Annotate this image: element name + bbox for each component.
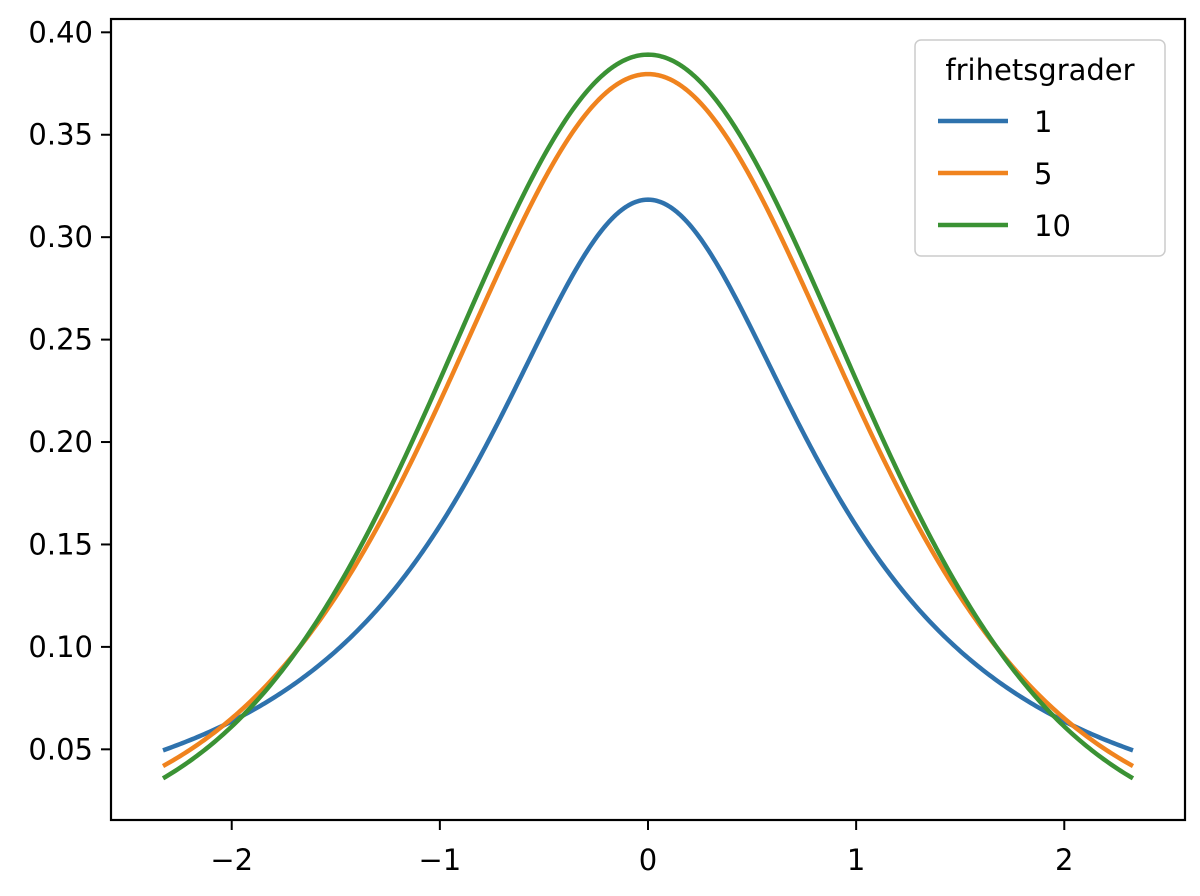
y-tick-label: 0.35 bbox=[28, 118, 93, 152]
series-line-1 bbox=[162, 197, 1134, 753]
x-tick-label: −2 bbox=[210, 843, 253, 877]
legend-label-1: 1 bbox=[1034, 105, 1052, 139]
x-axis: −2 −1 0 1 2 bbox=[210, 820, 1074, 877]
y-axis: 0.05 0.10 0.15 0.20 0.25 0.30 0.35 0.40 bbox=[28, 15, 111, 766]
y-tick-label: 0.40 bbox=[28, 15, 93, 49]
y-tick-label: 0.05 bbox=[28, 732, 93, 766]
legend-label-5: 5 bbox=[1034, 157, 1052, 191]
series-layer bbox=[161, 52, 1135, 781]
y-tick-label: 0.25 bbox=[28, 323, 93, 357]
legend-label-10: 10 bbox=[1034, 209, 1071, 243]
x-tick-label: 2 bbox=[1055, 843, 1073, 877]
x-tick-label: −1 bbox=[418, 843, 461, 877]
x-tick-label: 0 bbox=[639, 843, 657, 877]
y-tick-label: 0.30 bbox=[28, 220, 93, 254]
y-tick-label: 0.20 bbox=[28, 425, 93, 459]
y-tick-label: 0.15 bbox=[28, 527, 93, 561]
x-tick-label: 1 bbox=[847, 843, 865, 877]
y-tick-label: 0.10 bbox=[28, 630, 93, 664]
legend-title: frihetsgrader bbox=[945, 53, 1134, 87]
legend-box bbox=[914, 39, 1166, 257]
series-line-10 bbox=[161, 52, 1135, 781]
